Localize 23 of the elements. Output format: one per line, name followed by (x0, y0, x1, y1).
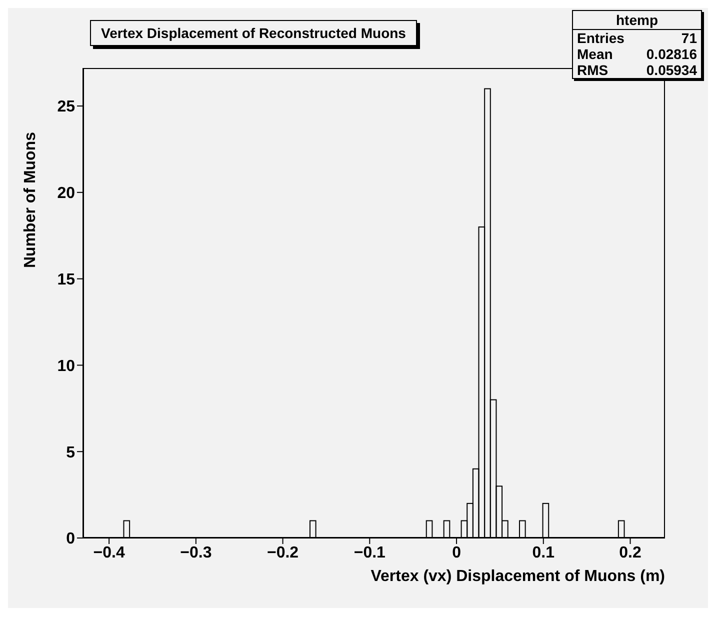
text: Entries (577, 30, 624, 46)
annotation: RMS (577, 62, 608, 78)
x-tick-label: −0.1 (354, 544, 386, 562)
x-tick-label: −0.4 (93, 544, 125, 562)
y-tick-label: 10 (57, 358, 76, 375)
x-tick-label: −0.2 (266, 544, 299, 562)
text: 0.02816 (646, 46, 697, 62)
x-tick-label: 0.1 (532, 544, 555, 562)
annotation: 0.05934 (646, 62, 697, 78)
y-tick-label: 0 (66, 530, 76, 548)
text: 71 (681, 30, 697, 46)
y-tick-label: 20 (57, 185, 76, 202)
y-tick-label: 25 (57, 98, 76, 116)
x-tick-label: −0.3 (180, 544, 212, 562)
text: Mean (577, 46, 613, 62)
x-tick-label: 0.2 (619, 544, 642, 562)
y-tick-label: 15 (57, 271, 76, 288)
chart-title: Vertex Displacement of Reconstructed Muons (90, 20, 417, 46)
y-axis-title: Number of Muons (22, 132, 40, 268)
x-tick-label: 0 (452, 544, 462, 562)
x-axis-title: Vertex (vx) Displacement of Muons (m) (370, 568, 665, 586)
text: htemp (573, 11, 701, 30)
y-tick-label: 5 (66, 444, 76, 462)
